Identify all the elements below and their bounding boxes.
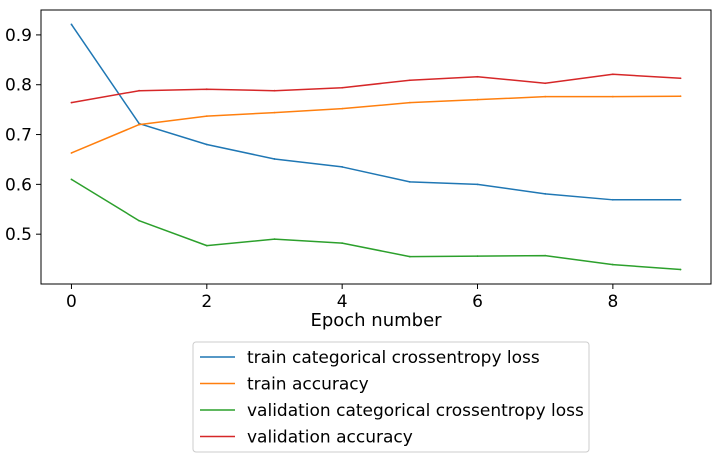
legend-label: validation categorical crossentropy loss bbox=[247, 401, 584, 421]
x-tick-label: 4 bbox=[337, 292, 348, 312]
data-point bbox=[70, 152, 73, 154]
data-point bbox=[138, 219, 141, 222]
series-1 bbox=[70, 23, 682, 201]
y-tick-label: 0.7 bbox=[5, 126, 32, 146]
series-line-1 bbox=[70, 24, 681, 201]
data-point bbox=[476, 255, 479, 257]
y-axis: 0.5 0.6 0.7 0.8 0.9 bbox=[5, 26, 41, 245]
legend: train categorical crossentropy loss train… bbox=[192, 341, 590, 453]
x-axis-label: Epoch number bbox=[310, 310, 442, 331]
data-point bbox=[273, 158, 276, 160]
data-point bbox=[273, 89, 276, 92]
data-point bbox=[611, 95, 614, 98]
data-point bbox=[205, 88, 208, 91]
legend-box bbox=[192, 341, 590, 453]
data-point bbox=[679, 77, 682, 80]
data-point bbox=[273, 238, 276, 241]
series-line-3 bbox=[71, 178, 681, 271]
series-layer bbox=[70, 23, 682, 271]
series-3 bbox=[70, 178, 682, 271]
legend-label: train categorical crossentropy loss bbox=[247, 348, 540, 368]
data-point bbox=[611, 198, 614, 201]
legend-item: validation accuracy bbox=[200, 428, 413, 448]
series-2 bbox=[70, 95, 682, 154]
x-tick-label: 6 bbox=[472, 292, 483, 312]
data-point bbox=[138, 123, 141, 126]
legend-item: train categorical crossentropy loss bbox=[200, 348, 540, 368]
legend-item: train accuracy bbox=[200, 375, 369, 395]
legend-label: train accuracy bbox=[247, 375, 369, 395]
series-line-2 bbox=[71, 95, 681, 154]
x-axis: 0 2 4 6 8 bbox=[66, 284, 618, 312]
data-point bbox=[679, 95, 682, 98]
x-tick-label: 8 bbox=[607, 292, 618, 312]
data-point bbox=[408, 255, 411, 258]
series-4 bbox=[70, 73, 682, 104]
y-tick-label: 0.8 bbox=[5, 76, 32, 96]
series-line-4 bbox=[71, 73, 681, 104]
data-point bbox=[476, 183, 479, 186]
x-tick-label: 0 bbox=[66, 292, 77, 312]
y-tick-label: 0.9 bbox=[5, 26, 32, 46]
data-point bbox=[70, 101, 73, 104]
legend-item: validation categorical crossentropy loss bbox=[200, 401, 584, 421]
data-point bbox=[70, 178, 73, 181]
data-point bbox=[544, 82, 547, 85]
y-tick-label: 0.6 bbox=[5, 175, 32, 195]
data-point bbox=[408, 180, 411, 183]
data-point bbox=[341, 86, 344, 89]
data-point bbox=[408, 79, 411, 82]
data-point bbox=[611, 263, 614, 266]
legend-label: validation accuracy bbox=[247, 428, 413, 448]
data-point bbox=[273, 111, 276, 114]
data-point bbox=[679, 198, 682, 201]
data-point bbox=[476, 75, 479, 78]
data-point bbox=[205, 115, 208, 118]
y-tick-label: 0.5 bbox=[5, 225, 32, 245]
data-point bbox=[70, 23, 73, 26]
data-point bbox=[544, 192, 547, 195]
data-point bbox=[205, 143, 208, 146]
data-point bbox=[341, 242, 344, 245]
data-point bbox=[544, 254, 547, 257]
data-point bbox=[341, 166, 344, 168]
data-point bbox=[408, 101, 411, 104]
data-point bbox=[476, 98, 479, 101]
data-point bbox=[138, 89, 141, 92]
data-point bbox=[679, 268, 682, 271]
data-point bbox=[205, 244, 208, 247]
data-point bbox=[611, 73, 614, 76]
plot-frame bbox=[40, 9, 712, 285]
data-point bbox=[341, 107, 344, 110]
data-point bbox=[544, 95, 547, 98]
x-tick-label: 2 bbox=[201, 292, 212, 312]
